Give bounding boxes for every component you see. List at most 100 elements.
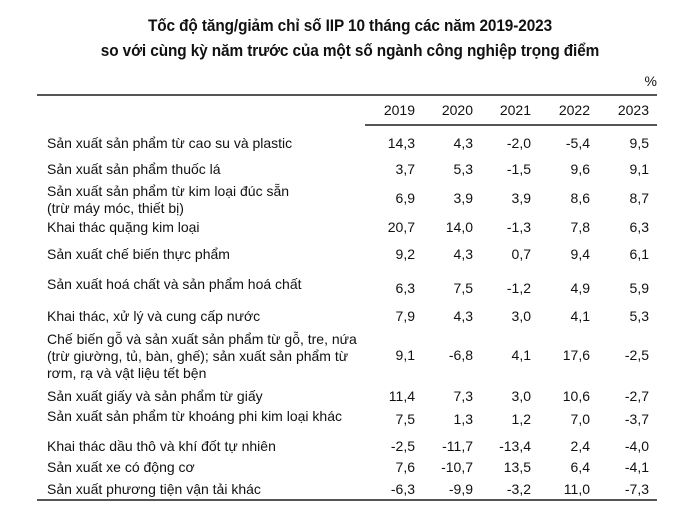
row-label-line: Sản xuất sản phẩm từ kim loại đúc sẵn [47, 183, 290, 199]
title-line-2: so với cùng kỳ năm trước của một số ngàn… [100, 42, 600, 60]
row-label: Sản xuất hoá chất và sản phẩm hoá chất [47, 276, 367, 293]
row-label-line: Sản xuất xe có động cơ [47, 459, 195, 475]
title-line-1: Tốc độ tăng/giảm chỉ số IIP 10 tháng các… [147, 17, 553, 35]
cell-2023: -3,7 [624, 411, 649, 427]
cell-2020: 5,3 [453, 161, 473, 177]
row-label-line: Khai thác dầu thô và khí đốt tự nhiên [47, 438, 276, 454]
cell-2019: 6,9 [395, 190, 415, 206]
cell-2021: -1,3 [506, 219, 531, 235]
row-label-line: Sản xuất phương tiện vận tải khác [47, 481, 261, 497]
cell-2023: -2,7 [624, 388, 649, 404]
row-label-line: rơm, rạ và vật liệu tết bện [47, 365, 207, 381]
row-label: Sản xuất phương tiện vận tải khác [47, 481, 367, 498]
cell-2019: 3,7 [395, 161, 415, 177]
cell-2022: 2,4 [570, 438, 590, 454]
cell-2023: -7,3 [624, 481, 649, 497]
cell-2022: 10,6 [562, 388, 590, 404]
cell-2019: 11,4 [388, 388, 415, 404]
cell-2019: 9,1 [395, 347, 415, 363]
cell-2022: 4,9 [570, 280, 590, 296]
cell-2022: 7,0 [570, 411, 590, 427]
row-label-line: Chế biến gỗ và sản xuất sản phẩm từ gỗ, … [47, 331, 357, 347]
cell-2020: 4,3 [453, 135, 473, 151]
cell-2021: -1,5 [506, 161, 531, 177]
row-label: Khai thác, xử lý và cung cấp nước [47, 308, 367, 325]
cell-2021: 3,0 [511, 308, 531, 324]
cell-2023: 5,3 [629, 308, 649, 324]
cell-2020: 7,5 [453, 280, 473, 296]
cell-2021: -1,2 [506, 280, 531, 296]
cell-2022: 17,6 [562, 347, 590, 363]
row-label-line: Khai thác quặng kim loại [47, 219, 200, 235]
row-label-line: Sản xuất hoá chất và sản phẩm hoá chất [47, 276, 302, 292]
cell-2019: 14,3 [387, 135, 415, 151]
cell-2020: 3,9 [453, 190, 473, 206]
row-label: Sản xuất sản phẩm thuốc lá [47, 161, 367, 178]
row-label: Sản xuất sản phẩm từ cao su và plastic [47, 135, 367, 152]
row-label: Sản xuất xe có động cơ [47, 459, 367, 476]
unit-label: % [644, 73, 657, 89]
cell-2019: 20,7 [387, 219, 415, 235]
row-label: Sản xuất sản phẩm từ khoáng phi kim loại… [47, 408, 367, 425]
cell-2022: 4,1 [570, 308, 590, 324]
column-header-2021: 2021 [499, 102, 531, 118]
row-label-line: Khai thác, xử lý và cung cấp nước [47, 308, 261, 324]
cell-2021: 1,2 [511, 411, 531, 427]
cell-2023: 6,3 [629, 219, 649, 235]
cell-2022: 6,4 [570, 459, 590, 475]
column-header-2023: 2023 [617, 102, 649, 118]
cell-2020: 14,0 [445, 219, 473, 235]
cell-2020: -10,7 [441, 459, 473, 475]
cell-2023: 9,5 [629, 135, 649, 151]
cell-2019: 7,5 [395, 411, 415, 427]
cell-2019: 7,6 [395, 459, 415, 475]
cell-2022: 8,6 [570, 190, 590, 206]
row-label-line: Sản xuất sản phẩm từ khoáng phi kim loại… [47, 408, 342, 424]
cell-2023: -4,1 [624, 459, 649, 475]
cell-2019: 6,3 [395, 280, 415, 296]
column-header-2020: 2020 [441, 102, 473, 118]
row-label-line: Sản xuất giấy và sản phẩm từ giấy [47, 388, 263, 404]
cell-2022: 9,4 [570, 246, 590, 262]
cell-2023: 8,7 [629, 190, 649, 206]
row-label-line: (trừ giường, tủ, bàn, ghế); sản xuất sản… [47, 348, 349, 364]
row-label: Sản xuất sản phẩm từ kim loại đúc sẵn (tr… [47, 183, 367, 217]
row-label-line: Sản xuất sản phẩm thuốc lá [47, 161, 221, 177]
cell-2020: -6,8 [448, 347, 473, 363]
cell-2021: -3,2 [506, 481, 531, 497]
cell-2020: -11,7 [442, 438, 473, 454]
row-label: Khai thác quặng kim loại [47, 219, 367, 236]
cell-2022: 11,0 [563, 481, 590, 497]
table-bottom-rule [37, 499, 657, 501]
row-label-line: Sản xuất sản phẩm từ cao su và plastic [47, 135, 293, 151]
cell-2019: 9,2 [395, 246, 415, 262]
cell-2023: 5,9 [629, 280, 649, 296]
cell-2021: 3,0 [511, 388, 531, 404]
cell-2021: 3,9 [511, 190, 531, 206]
row-label: Sản xuất chế biến thực phẩm [47, 246, 367, 263]
row-label: Khai thác dầu thô và khí đốt tự nhiên [47, 438, 367, 455]
row-label-line: (trừ máy móc, thiết bị) [47, 200, 184, 216]
cell-2020: 4,3 [453, 308, 473, 324]
cell-2020: -9,9 [448, 481, 473, 497]
cell-2021: 4,1 [511, 347, 531, 363]
cell-2021: -13,4 [499, 438, 531, 454]
cell-2023: -2,5 [624, 347, 649, 363]
cell-2019: 7,9 [395, 308, 415, 324]
cell-2020: 1,3 [453, 411, 473, 427]
cell-2021: 0,7 [511, 246, 531, 262]
cell-2020: 7,3 [453, 388, 473, 404]
header-rule [365, 124, 657, 126]
row-label: Sản xuất giấy và sản phẩm từ giấy [47, 388, 367, 405]
table-top-rule [37, 94, 657, 96]
cell-2022: 7,8 [570, 219, 590, 235]
cell-2022: -5,4 [565, 135, 590, 151]
cell-2023: 9,1 [629, 161, 649, 177]
column-header-2019: 2019 [383, 102, 415, 118]
row-label-line: Sản xuất chế biến thực phẩm [47, 246, 230, 262]
row-label: Chế biến gỗ và sản xuất sản phẩm từ gỗ, … [47, 331, 367, 382]
column-header-2022: 2022 [558, 102, 590, 118]
cell-2019: -6,3 [390, 481, 415, 497]
cell-2021: 13,5 [503, 459, 531, 475]
cell-2021: -2,0 [506, 135, 531, 151]
